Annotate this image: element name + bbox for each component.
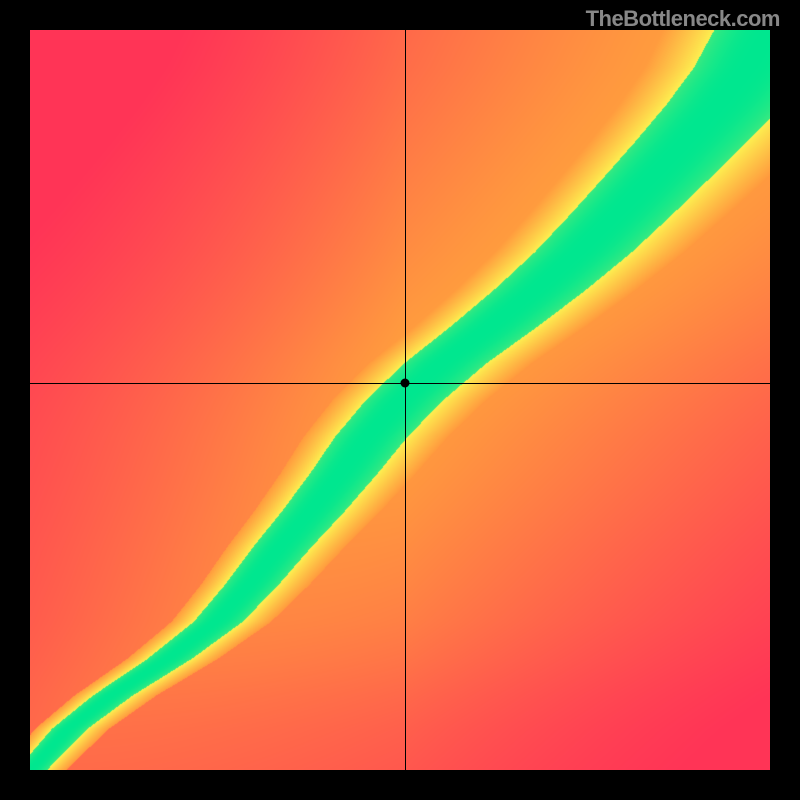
crosshair-vertical	[405, 30, 406, 770]
crosshair-marker	[401, 378, 410, 387]
watermark-text: TheBottleneck.com	[586, 6, 780, 32]
heatmap-plot	[30, 30, 770, 770]
heatmap-canvas	[30, 30, 770, 770]
